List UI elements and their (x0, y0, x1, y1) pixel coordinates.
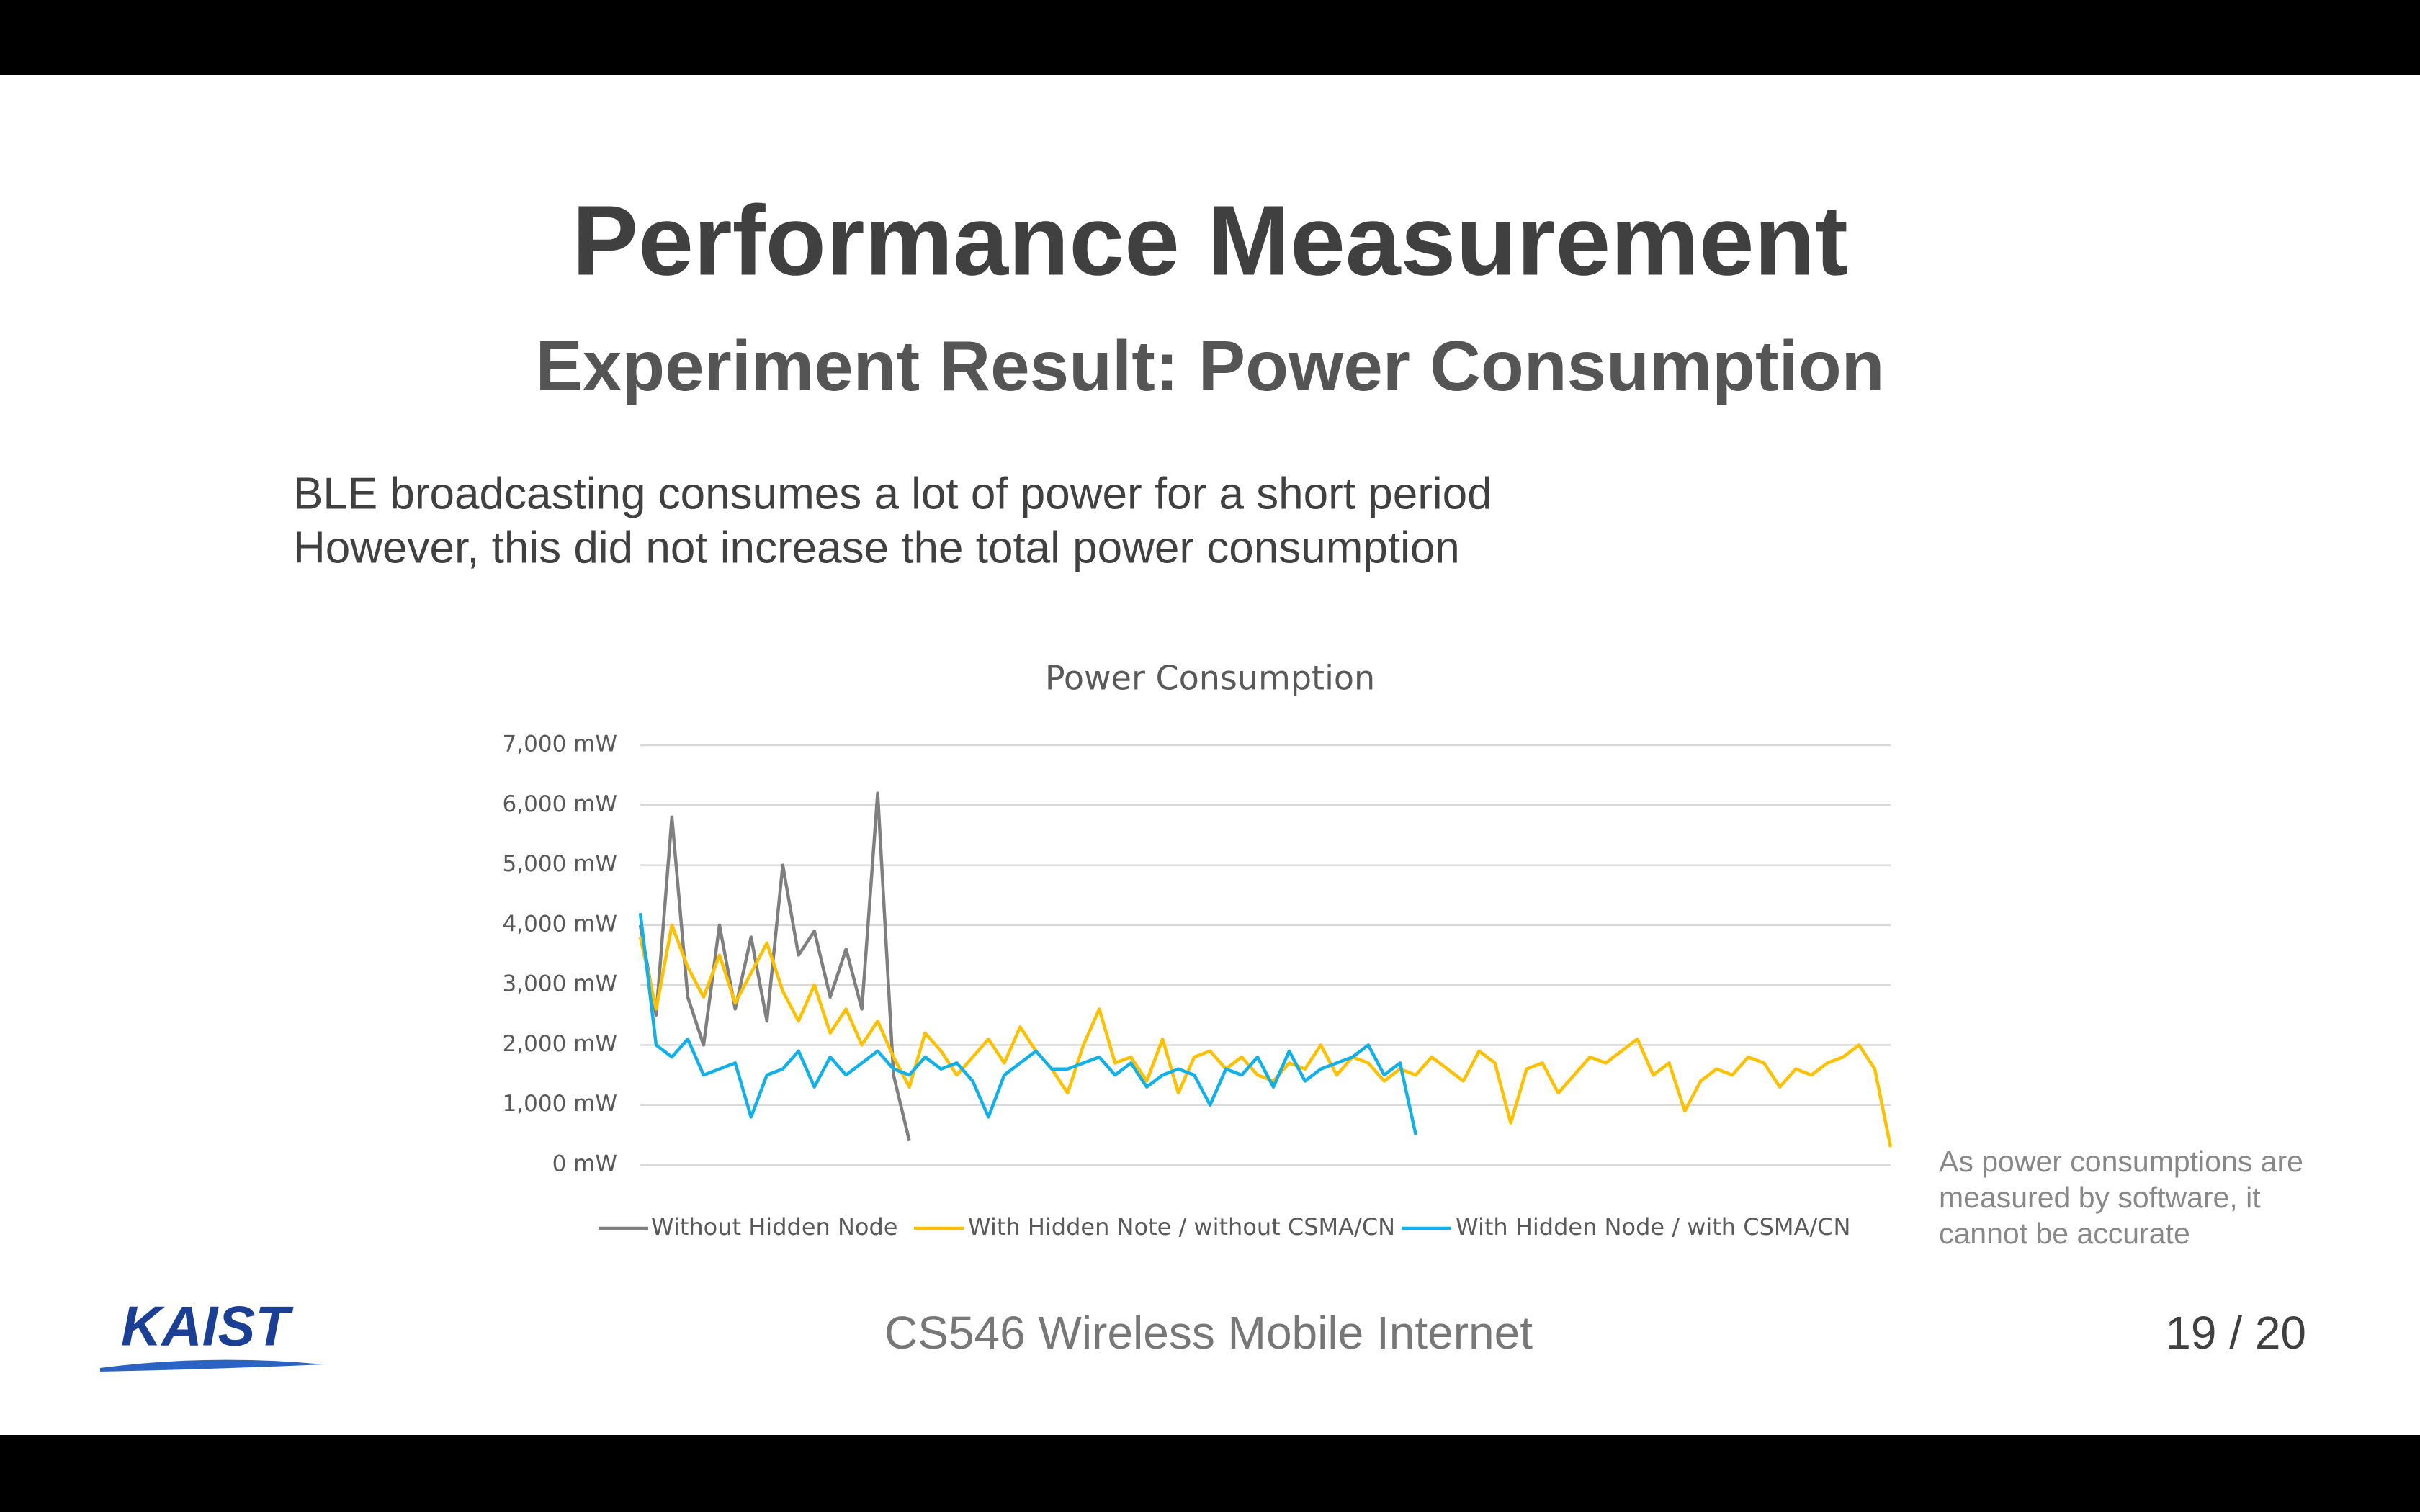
y-tick-label: 3,000 mW (503, 971, 617, 997)
legend-label: With Hidden Node / with CSMA/CN (1456, 1213, 1850, 1241)
series-line (638, 912, 1417, 1135)
logo: KAIST (100, 1295, 324, 1372)
top-bar (0, 0, 2420, 75)
legend-label: Without Hidden Node (651, 1213, 897, 1241)
y-tick-label: 6,000 mW (503, 791, 617, 817)
chart-title: Power Consumption (1045, 659, 1375, 698)
note: As power consumptions are measured by so… (1939, 1145, 2303, 1250)
y-tick-label: 7,000 mW (503, 732, 617, 757)
y-tick-label: 4,000 mW (503, 911, 617, 937)
y-tick-label: 5,000 mW (503, 851, 617, 877)
legend-label: With Hidden Note / without CSMA/CN (968, 1213, 1395, 1241)
y-tick-label: 2,000 mW (503, 1031, 617, 1057)
logo-text: KAIST (121, 1295, 294, 1358)
chart: Power Consumption 0 mW 1,000 mW 2,000 mW 3,… (503, 659, 1893, 1241)
body-line: However, this did not increase the total… (293, 523, 1460, 572)
slide-title: Performance Measurement (572, 185, 1848, 296)
slide-subtitle: Experiment Result: Power Consumption (535, 326, 1884, 405)
series-line (638, 923, 1893, 1148)
footer-course: CS546 Wireless Mobile Internet (884, 1307, 1533, 1359)
logo-swoosh (100, 1359, 324, 1372)
body-line: BLE broadcasting consumes a lot of power… (293, 469, 1492, 518)
y-tick-label: 0 mW (552, 1151, 617, 1177)
series-line (638, 791, 911, 1142)
note-box: As power consumptions are measured by so… (1939, 1145, 2303, 1250)
page-number: 19 / 20 (2165, 1307, 2306, 1359)
bottom-bar (0, 1435, 2420, 1512)
y-tick-label: 1,000 mW (503, 1091, 617, 1117)
